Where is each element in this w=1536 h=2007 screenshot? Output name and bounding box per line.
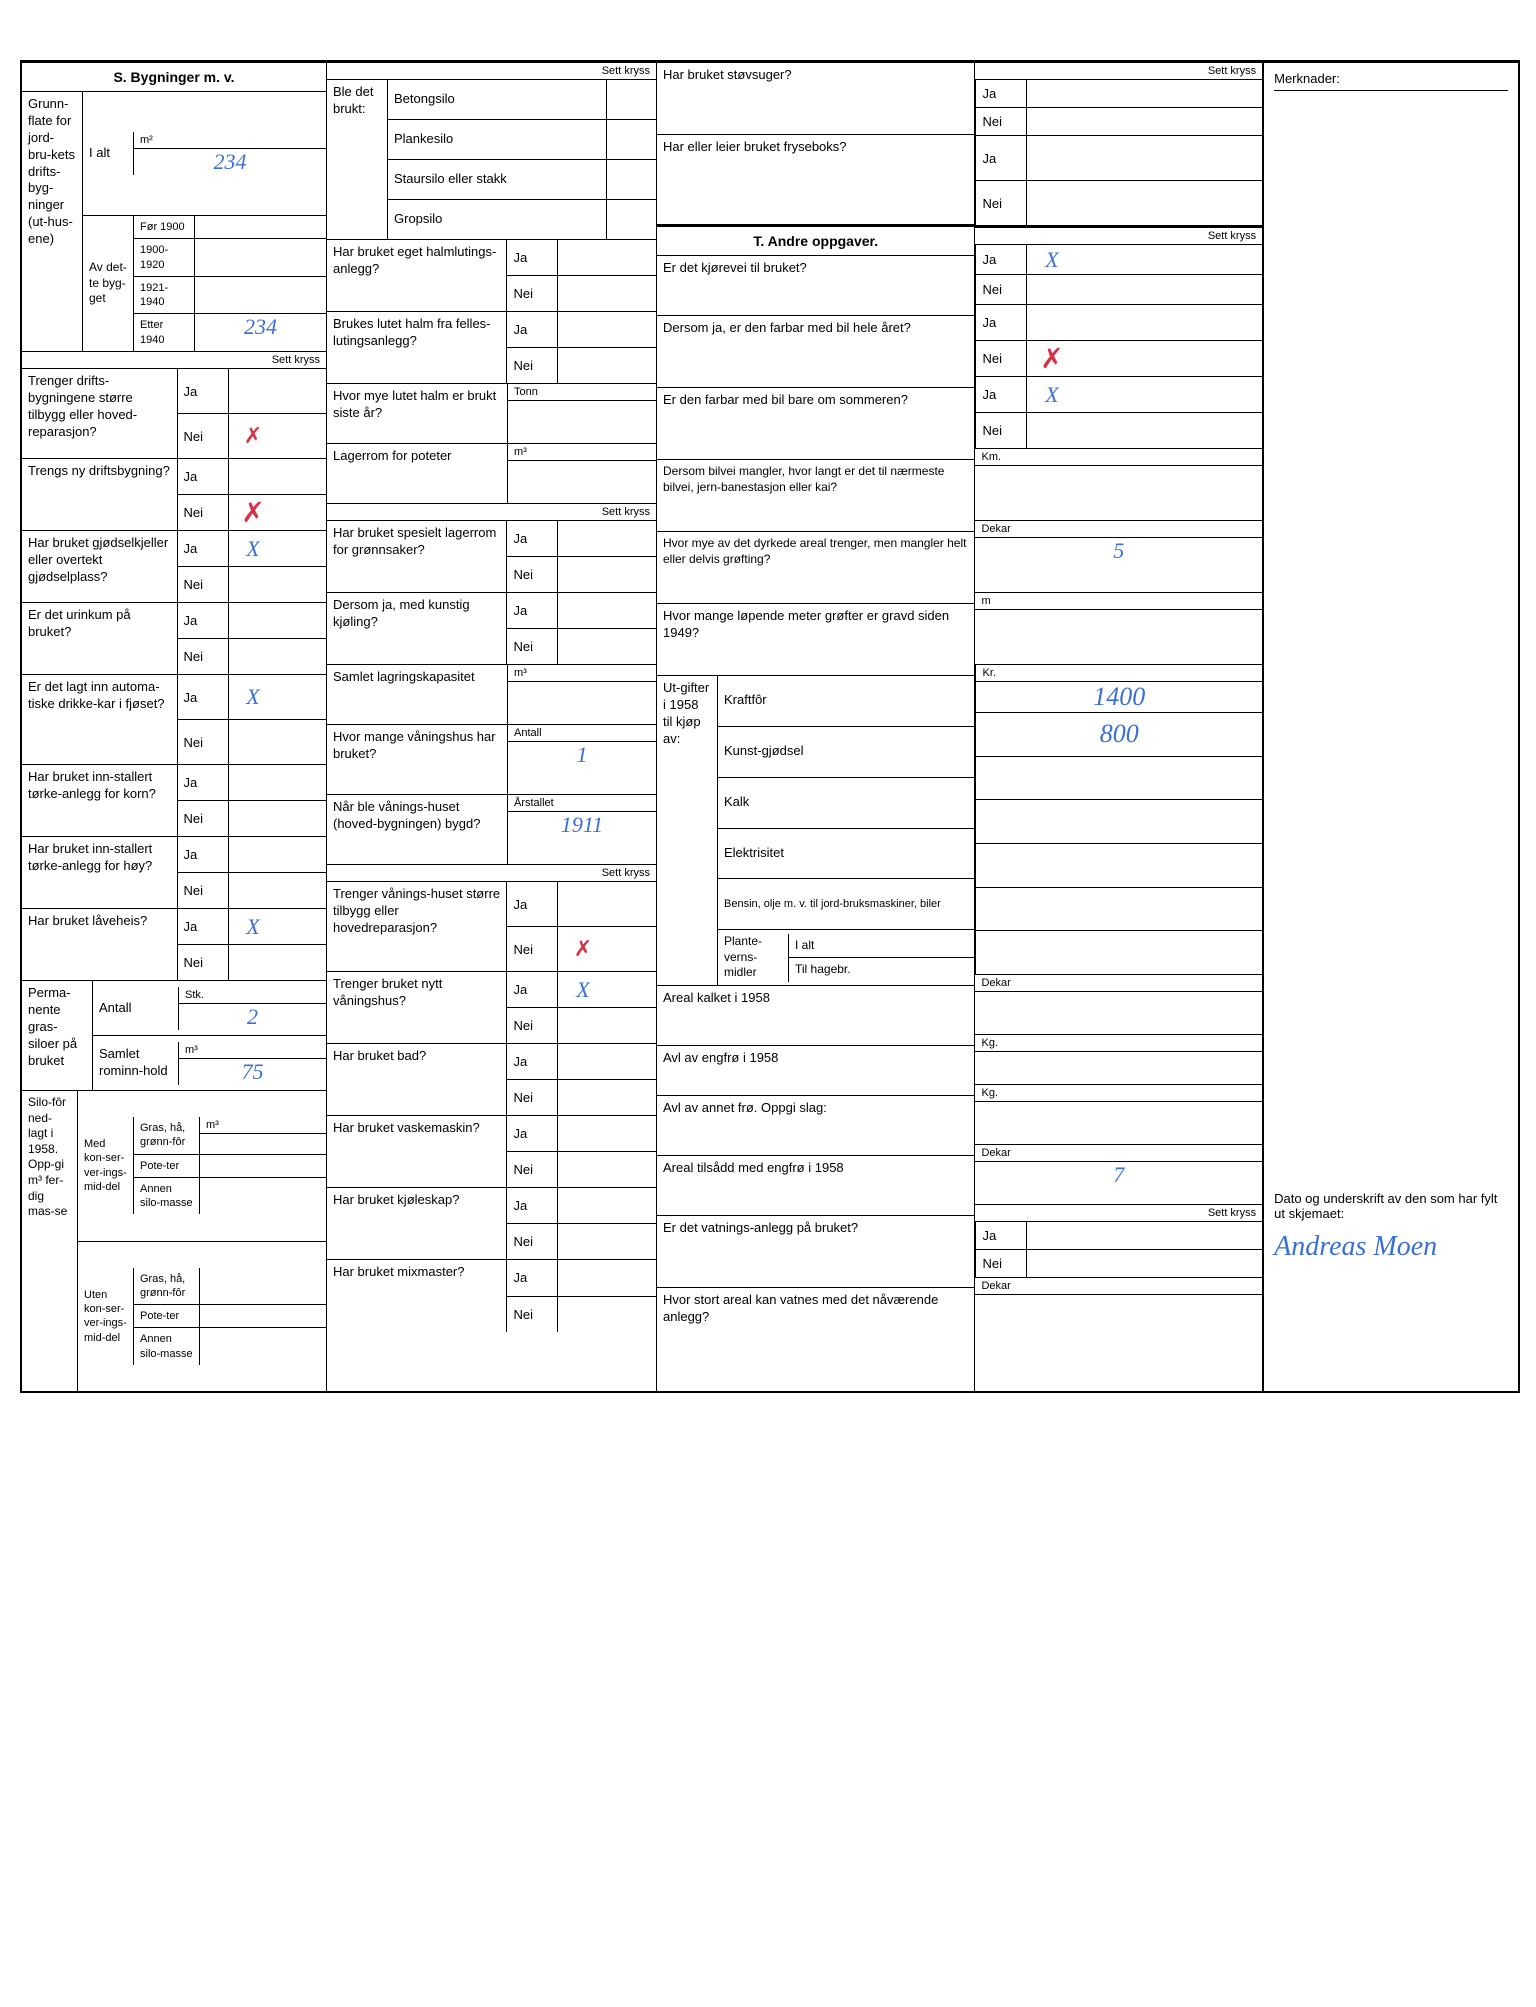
dekar-value: 5 [975,538,1262,564]
areal-kalket-row: Areal kalket i 1958 [657,986,974,1046]
farbar-sommer-row: Er den farbar med bil bare om sommeren? [657,388,974,460]
etter1940-value: 234 [194,314,326,351]
stovsuger-row: Har bruket støvsuger? [657,63,974,135]
hvor-mange-vaning-row: Hvor mange våningshus har bruket? Antall… [327,725,656,795]
merknader-label: Merknader: [1274,71,1508,91]
form-container: S. Bygninger m. v. Grunn-flate for jord-… [20,60,1520,1393]
section-t-header: T. Andre oppgaver. [657,225,974,256]
halmlutings-row: Har bruket eget halmlutings-anlegg? Ja N… [327,240,656,312]
areal-tilsadd-value: 7 [975,1162,1262,1188]
bilvei-mangler-row: Dersom bilvei mangler, hvor langt er det… [657,460,974,532]
ble-det-brukt-block: Ble det brukt: Betongsilo Plankesilo Sta… [327,80,656,240]
gjodselkjeller-ja-check[interactable]: X [228,531,278,566]
lopende-meter-row: Hvor mange løpende meter grøfter er grav… [657,604,974,676]
column-3: Har bruket støvsuger? Har eller leier br… [657,63,975,1391]
lagerrom-poteter-row: Lagerrom for poteter m³ [327,444,656,504]
hvor-stort-row: Hvor stort areal kan vatnes med det nåvæ… [657,1288,974,1360]
form-page: S. Bygninger m. v. Grunn-flate for jord-… [20,60,1520,1393]
farbar-sommer-ja-check[interactable]: X [1026,377,1076,412]
har-mixmaster-row: Har bruket mixmaster? Ja Nei [327,1260,656,1332]
column-4: Sett kryss Ja Nei Ja Nei Sett kryss JaX … [975,63,1264,1391]
samlet-rom-value: 75 [179,1059,326,1085]
trenger-drifts-row: Trenger drifts-bygningene større tilbygg… [22,369,326,459]
torke-hoy-row: Har bruket inn-stallert tørke-anlegg for… [22,837,326,909]
urinkum-row: Er det urinkum på bruket? Ja Nei [22,603,326,675]
silofor-block: Silo-fôr ned-lagt i 1958. Opp-gi m³ fer-… [22,1091,326,1391]
permanente-row: Perma-nente gras-siloer på bruket Antall… [22,981,326,1091]
arstallet-value: 1911 [508,812,656,838]
farbar-hele-nei-check[interactable]: ✗ [1026,341,1076,376]
brukes-lutet-row: Brukes lutet halm fra felles-lutingsanle… [327,312,656,384]
grunnflate-block: Grunn-flate for jord-bru-kets drifts-byg… [22,92,326,352]
spesielt-lagerrom-row: Har bruket spesielt lagerrom for grønnsa… [327,521,656,593]
signature: Andreas Moen [1274,1231,1508,1263]
har-bad-row: Har bruket bad? Ja Nei [327,1044,656,1116]
column-s-bygninger: S. Bygninger m. v. Grunn-flate for jord-… [22,63,327,1391]
trenger-vaning-row: Trenger vånings-huset større tilbygg ell… [327,882,656,972]
vaning-count-value: 1 [508,742,656,768]
trengs-ny-nei-check[interactable]: ✗ [228,495,278,530]
trenger-vaning-nei-check[interactable]: ✗ [557,927,607,971]
kjorevei-row: Er det kjørevei til bruket? [657,256,974,316]
antall-value: 2 [179,1004,326,1030]
kunstgjodsel-value: 800 [976,719,1262,749]
torke-korn-row: Har bruket inn-stallert tørke-anlegg for… [22,765,326,837]
fryseboks-row: Har eller leier bruket fryseboks? [657,135,974,225]
areal-tilsadd-row: Areal tilsådd med engfrø i 1958 [657,1156,974,1216]
utgifter-block: Ut-gifter i 1958 til kjøp av: Kraftfôr K… [657,676,974,986]
farbar-hele-row: Dersom ja, er den farbar med bil hele år… [657,316,974,388]
har-kjoleskap-row: Har bruket kjøleskap? Ja Nei [327,1188,656,1260]
trenger-drifts-nei-check[interactable]: ✗ [228,414,278,458]
kjorevei-ja-check[interactable]: X [1026,245,1076,274]
column-2: Sett kryss Ble det brukt: Betongsilo Pla… [327,63,657,1391]
avl-engfro-row: Avl av engfrø i 1958 [657,1046,974,1096]
trenger-nytt-vaning-row: Trenger bruket nytt våningshus? JaX Nei [327,972,656,1044]
nar-ble-vaning-row: Når ble vånings-huset (hoved-bygningen) … [327,795,656,865]
kraftfor-value: 1400 [976,682,1262,712]
vatnings-row: Er det vatnings-anlegg på bruket? [657,1216,974,1288]
ialt-value: 234 [134,149,326,175]
automatiske-row: Er det lagt inn automa-tiske drikke-kar … [22,675,326,765]
kjoling-row: Dersom ja, med kunstig kjøling? Ja Nei [327,593,656,665]
avl-annet-row: Avl av annet frø. Oppgi slag: [657,1096,974,1156]
trengs-ny-row: Trengs ny driftsbygning? Ja Nei✗ [22,459,326,531]
dyrkede-areal-row: Hvor mye av det dyrkede areal trenger, m… [657,532,974,604]
laveheis-ja-check[interactable]: X [228,909,278,944]
hvor-mye-lutet-row: Hvor mye lutet halm er brukt siste år? T… [327,384,656,444]
dato-underskrift-label: Dato og underskrift av den som har fylt … [1274,1191,1508,1221]
gjodselkjeller-row: Har bruket gjødselkjeller eller overtekt… [22,531,326,603]
side-notes: Merknader: Dato og underskrift av den so… [1264,63,1518,1391]
section-s-header: S. Bygninger m. v. [22,63,326,92]
automatiske-ja-check[interactable]: X [228,675,278,719]
trenger-nytt-ja-check[interactable]: X [557,972,607,1007]
laveheis-row: Har bruket låveheis? JaX Nei [22,909,326,981]
har-vaskemaskin-row: Har bruket vaskemaskin? Ja Nei [327,1116,656,1188]
samlet-lagrings-row: Samlet lagringskapasitet m³ [327,665,656,725]
